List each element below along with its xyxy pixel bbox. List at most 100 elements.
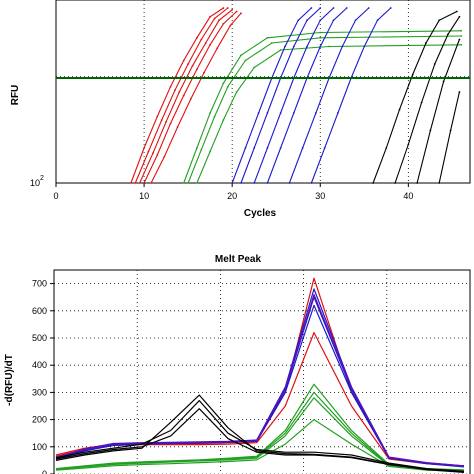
x-tick-label: 10 — [139, 191, 149, 201]
x-tick-label: 0 — [53, 191, 58, 201]
amplification-point — [279, 49, 282, 51]
amplification-point — [398, 108, 401, 111]
amplification-point — [376, 19, 379, 22]
amplification-point — [438, 19, 441, 22]
y-tick-label: 300 — [32, 387, 47, 397]
amplification-point — [209, 112, 212, 114]
amplification-point — [209, 15, 212, 18]
y-tick-label: 100 — [32, 442, 47, 452]
amplification-point — [284, 45, 286, 48]
amplification-point — [458, 91, 461, 93]
amplification-point — [253, 147, 256, 149]
amplification-point — [449, 129, 452, 132]
amplification-point — [279, 112, 282, 114]
amplification-point — [306, 45, 308, 48]
amplification-point — [420, 101, 423, 104]
amplification-point — [235, 10, 238, 13]
amplification-point — [372, 182, 375, 184]
amplification-point — [182, 182, 185, 184]
amplification-point — [266, 147, 269, 149]
amplification-point — [407, 143, 410, 146]
amplification-curve — [150, 12, 242, 184]
melt-peak-y-axis-label: -d(RFU)/dT — [4, 354, 15, 406]
amplification-point — [266, 112, 269, 114]
amplification-point — [196, 182, 198, 184]
amplification-point — [455, 10, 458, 13]
amplification-point — [187, 63, 190, 65]
amplification-point — [203, 71, 205, 74]
amplification-point — [213, 17, 216, 20]
amplification-point — [218, 19, 220, 22]
amplification-point — [458, 38, 461, 41]
amplification-point — [226, 7, 229, 9]
amplification-point — [196, 36, 198, 39]
amplification-point — [209, 150, 212, 153]
amplification-point — [165, 120, 168, 123]
amplification-point — [385, 147, 388, 149]
x-tick-label: 40 — [403, 191, 413, 201]
amplification-grid — [56, 0, 470, 183]
melt-curve — [55, 400, 465, 472]
amplification-point — [297, 19, 300, 22]
amplification-point — [174, 89, 176, 92]
amplification-point — [389, 7, 392, 9]
amplification-point — [216, 47, 219, 50]
amplification-point — [231, 8, 234, 11]
amplification-point — [187, 182, 190, 184]
amplification-point — [147, 150, 150, 153]
amplification-point — [288, 182, 291, 184]
amplification-point — [416, 182, 419, 184]
amplification-point — [222, 82, 225, 85]
amplification-point — [332, 7, 335, 9]
amplification-point — [189, 98, 192, 100]
amplification-point — [367, 7, 370, 9]
amplification-point — [178, 91, 181, 93]
amplification-point — [458, 15, 461, 18]
amplification-point — [266, 182, 269, 184]
amplification-point — [209, 43, 212, 46]
amplification-point — [229, 24, 232, 27]
amplification-chart: 0 10 20 30 40 10 2 RFU Cycles — [10, 0, 471, 219]
amplification-point — [336, 112, 339, 114]
amplification-point — [169, 122, 172, 125]
amplification-point — [279, 147, 282, 149]
amplification-point — [156, 115, 159, 118]
amplification-point — [394, 182, 397, 184]
amplification-point — [182, 94, 185, 97]
amplification-point — [150, 182, 153, 184]
melt-peak-grid — [54, 270, 470, 474]
amplification-point — [425, 42, 427, 44]
amplification-point — [310, 7, 313, 9]
amplification-point — [341, 45, 344, 48]
amplification-point — [222, 22, 225, 25]
amplification-curve — [143, 11, 237, 184]
amplification-point — [314, 112, 317, 114]
amplification-point — [319, 19, 322, 22]
amplification-point — [460, 43, 463, 46]
amplification-point — [442, 80, 445, 83]
amplification-point — [363, 45, 366, 48]
amplification-point — [319, 45, 322, 48]
amplification-curve — [187, 35, 462, 184]
amplification-point — [240, 12, 242, 15]
amplification-point — [196, 147, 198, 149]
amplification-point — [160, 119, 163, 121]
x-tick-label: 30 — [315, 191, 325, 201]
amplification-point — [332, 19, 335, 22]
amplification-plot-area — [55, 0, 471, 184]
amplification-curve — [196, 44, 462, 184]
amplification-point — [319, 31, 322, 34]
amplification-point — [222, 7, 225, 9]
amplification-curve — [394, 16, 460, 184]
amplification-point — [204, 42, 207, 44]
amplification-point — [292, 112, 295, 114]
amplification-point — [138, 182, 141, 184]
amplification-point — [200, 38, 203, 41]
amplification-point — [240, 182, 242, 184]
melt-curve — [55, 394, 465, 473]
y-tick-label: 0 — [42, 469, 47, 474]
amplification-point — [306, 19, 308, 22]
melt-peak-series — [55, 277, 465, 473]
amplification-point — [270, 42, 273, 44]
y-tick-label: 500 — [32, 333, 47, 343]
